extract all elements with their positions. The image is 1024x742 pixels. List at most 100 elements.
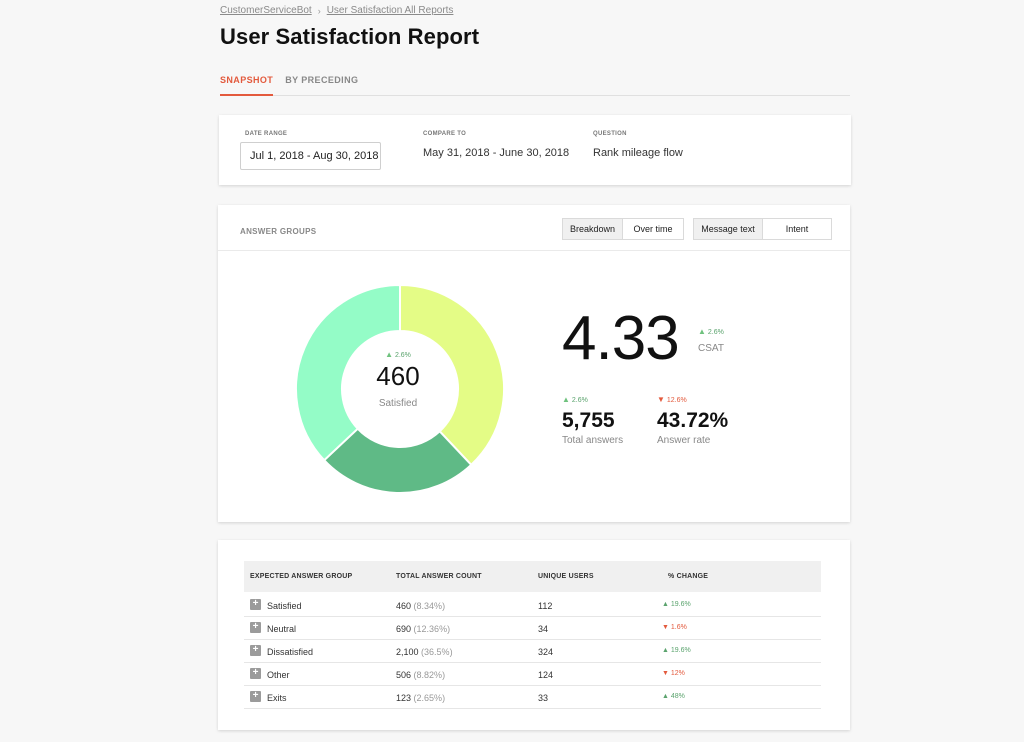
row-count-value: 506: [396, 670, 412, 680]
table-row: + Other 506 (8.82%) 124 ▼ 12%: [244, 663, 821, 686]
total-answers-change-value: 2.6%: [571, 397, 588, 404]
breadcrumb-parent-link[interactable]: CustomerServiceBot: [220, 5, 312, 16]
row-count: 123 (2.65%): [396, 693, 445, 703]
Satisfied-segment[interactable]: [399, 285, 504, 467]
row-change: ▲ 48%: [662, 693, 685, 700]
triangle-up-icon: ▲: [662, 693, 669, 700]
row-count-value: 123: [396, 693, 412, 703]
expand-plus-icon[interactable]: +: [250, 645, 261, 656]
row-users: 124: [538, 670, 554, 680]
triangle-down-icon: ▼: [662, 624, 669, 631]
Neutral-segment[interactable]: [322, 427, 473, 493]
row-change: ▼ 12%: [662, 670, 685, 677]
table-row: + Exits 123 (2.65%) 33 ▲ 48%: [244, 686, 821, 709]
date-range-label: DATE RANGE: [245, 131, 288, 137]
triangle-up-icon: ▲: [662, 647, 669, 654]
question-value[interactable]: Rank mileage flow: [593, 147, 683, 159]
row-count-pct: (2.65%): [413, 693, 446, 703]
breakdown-button[interactable]: Breakdown: [563, 219, 623, 239]
message-text-button[interactable]: Message text: [694, 219, 763, 239]
row-change: ▲ 19.6%: [662, 601, 691, 608]
date-range-input[interactable]: Jul 1, 2018 - Aug 30, 2018: [240, 142, 381, 170]
triangle-up-icon: ▲: [562, 395, 570, 404]
donut-change: ▲ 2.6%: [338, 350, 458, 359]
view-toggle: Breakdown Over time: [562, 218, 684, 240]
answer-rate-change-value: 12.6%: [666, 397, 687, 404]
answer-groups-header: ANSWER GROUPS Breakdown Over time Messag…: [218, 205, 850, 251]
donut-center: ▲ 2.6% 460 Satisfied: [338, 350, 458, 409]
triangle-up-icon: ▲: [698, 327, 706, 336]
table-row: + Dissatisfied 2,100 (36.5%) 324 ▲ 19.6%: [244, 640, 821, 663]
row-count: 506 (8.82%): [396, 670, 445, 680]
answer-groups-donut-chart: [296, 285, 504, 493]
row-users: 34: [538, 624, 549, 634]
answer-rate-value: 43.72%: [657, 409, 729, 432]
answer-rate-change: ▼ 12.6%: [657, 395, 728, 404]
row-change-value: 12%: [670, 670, 685, 677]
intent-button[interactable]: Intent: [763, 219, 831, 239]
row-change: ▼ 1.6%: [662, 624, 687, 631]
total-answers-label: Total answers: [562, 435, 624, 446]
row-count-pct: (12.36%): [413, 624, 451, 634]
chevron-right-icon: ›: [317, 5, 321, 16]
row-count: 2,100 (36.5%): [396, 647, 453, 657]
tab-by-preceding[interactable]: BY PRECEDING: [285, 75, 359, 85]
compare-to-label: COMPARE TO: [423, 131, 467, 137]
report-tabs: SNAPSHOT BY PRECEDING: [220, 66, 850, 96]
csat-change: ▲ 2.6%: [698, 327, 724, 336]
donut-center-label: Satisfied: [378, 398, 418, 409]
type-toggle: Message text Intent: [693, 218, 832, 240]
tab-snapshot[interactable]: SNAPSHOT: [220, 66, 274, 96]
total-answers-value: 5,755: [562, 409, 615, 432]
row-users: 33: [538, 693, 549, 703]
compare-to-value[interactable]: May 31, 2018 - June 30, 2018: [423, 147, 570, 159]
page-title: User Satisfaction Report: [220, 24, 480, 49]
Dissatisfied-segment[interactable]: [296, 285, 401, 462]
row-group: Satisfied: [267, 601, 302, 611]
question-label: QUESTION: [593, 131, 627, 137]
row-count-value: 460: [396, 601, 412, 611]
expand-plus-icon[interactable]: +: [250, 599, 261, 610]
header-unique-users[interactable]: UNIQUE USERS: [538, 573, 594, 580]
csat-value: 4.33: [562, 304, 680, 373]
row-count-pct: (8.82%): [413, 670, 446, 680]
header-expected-answer-group[interactable]: EXPECTED ANSWER GROUP: [250, 573, 353, 580]
csat-change-value: 2.6%: [707, 329, 724, 336]
answer-rate-label: Answer rate: [657, 435, 711, 446]
triangle-up-icon: ▲: [385, 350, 393, 359]
total-answers-change: ▲ 2.6%: [562, 395, 623, 404]
row-count-value: 2,100: [396, 647, 419, 657]
answer-groups-title: ANSWER GROUPS: [240, 227, 317, 236]
row-count-pct: (36.5%): [421, 647, 453, 657]
row-change: ▲ 19.6%: [662, 647, 691, 654]
answer-groups-card: ANSWER GROUPS Breakdown Over time Messag…: [218, 205, 850, 522]
row-users: 112: [538, 601, 553, 611]
header-percent-change[interactable]: % CHANGE: [668, 573, 709, 580]
row-count-value: 690: [396, 624, 412, 634]
answer-rate-stat: ▼ 12.6% 43.72% Answer rate: [657, 395, 728, 446]
row-group: Exits: [267, 693, 287, 703]
csat-meta: ▲ 2.6% CSAT: [698, 327, 724, 354]
breadcrumb-current-link[interactable]: User Satisfaction All Reports: [326, 5, 454, 16]
row-change-value: 19.6%: [670, 601, 691, 608]
row-group: Neutral: [267, 624, 297, 634]
total-answers-stat: ▲ 2.6% 5,755 Total answers: [562, 395, 623, 446]
row-group: Dissatisfied: [267, 647, 314, 657]
answer-group-table-card: EXPECTED ANSWER GROUP TOTAL ANSWER COUNT…: [218, 540, 850, 730]
donut-change-value: 2.6%: [394, 352, 411, 359]
expand-plus-icon[interactable]: +: [250, 691, 261, 702]
row-change-value: 19.6%: [670, 647, 691, 654]
breadcrumb: CustomerServiceBot › User Satisfaction A…: [220, 5, 453, 16]
table-header: EXPECTED ANSWER GROUP TOTAL ANSWER COUNT…: [244, 561, 821, 592]
triangle-up-icon: ▲: [662, 601, 669, 608]
expand-plus-icon[interactable]: +: [250, 622, 261, 633]
row-count: 460 (8.34%): [396, 601, 445, 611]
header-total-answer-count[interactable]: TOTAL ANSWER COUNT: [396, 573, 482, 580]
csat-label: CSAT: [698, 343, 724, 354]
row-users: 324: [538, 647, 554, 657]
row-count-pct: (8.34%): [413, 601, 446, 611]
row-group: Other: [267, 670, 290, 680]
expand-plus-icon[interactable]: +: [250, 668, 261, 679]
over-time-button[interactable]: Over time: [623, 219, 683, 239]
donut-center-value: 460: [376, 361, 420, 391]
